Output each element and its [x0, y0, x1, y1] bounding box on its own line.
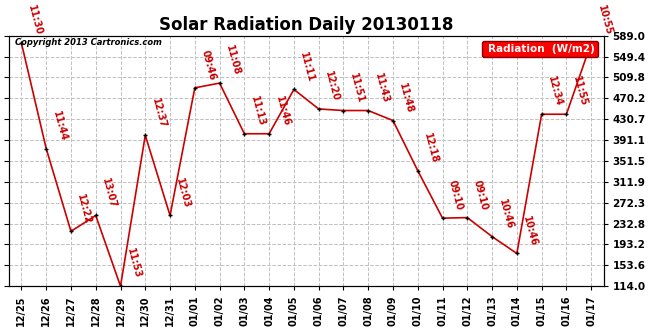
Text: 11:13: 11:13 [249, 95, 266, 127]
Text: 12:22: 12:22 [75, 192, 93, 225]
Point [16, 40, 27, 46]
Text: 12:20: 12:20 [323, 70, 341, 103]
Text: 11:53: 11:53 [125, 247, 142, 280]
Text: 11:43: 11:43 [372, 72, 391, 104]
Legend: Radiation  (W/m2): Radiation (W/m2) [482, 41, 599, 57]
Text: 09:10: 09:10 [472, 179, 489, 211]
Text: 11:48: 11:48 [397, 82, 415, 114]
Text: Copyright 2013 Cartronics.com: Copyright 2013 Cartronics.com [15, 38, 162, 47]
Point [239, 131, 250, 136]
Point [561, 112, 571, 117]
Title: Solar Radiation Daily 20130118: Solar Radiation Daily 20130118 [159, 16, 454, 34]
Text: 11:51: 11:51 [348, 72, 365, 104]
Text: 10:55: 10:55 [595, 4, 614, 37]
Text: 11:55: 11:55 [571, 75, 588, 108]
Point [140, 133, 150, 138]
Text: 10:46: 10:46 [497, 198, 514, 230]
Point [190, 85, 200, 90]
Text: 10:46: 10:46 [521, 214, 539, 247]
Text: 12:37: 12:37 [150, 96, 168, 129]
Point [338, 108, 348, 113]
Text: 11:30: 11:30 [26, 4, 44, 37]
Point [536, 112, 547, 117]
Point [413, 168, 423, 173]
Text: 09:46: 09:46 [200, 49, 217, 82]
Text: 13:07: 13:07 [100, 177, 118, 209]
Point [437, 215, 448, 221]
Point [388, 118, 398, 123]
Point [462, 215, 473, 220]
Point [586, 40, 596, 46]
Text: 12:34: 12:34 [546, 75, 564, 108]
Point [487, 234, 497, 239]
Point [41, 146, 51, 151]
Point [264, 131, 274, 136]
Point [90, 213, 101, 218]
Point [66, 229, 76, 234]
Point [289, 87, 299, 92]
Point [363, 108, 373, 113]
Text: 11:44: 11:44 [51, 110, 68, 142]
Text: 11:46: 11:46 [274, 95, 291, 127]
Point [512, 251, 522, 256]
Point [115, 283, 125, 289]
Point [313, 106, 324, 112]
Text: 12:03: 12:03 [174, 177, 192, 209]
Text: 11:11: 11:11 [298, 50, 316, 83]
Point [214, 81, 225, 86]
Point [165, 213, 176, 218]
Text: 11:08: 11:08 [224, 44, 242, 77]
Text: 09:10: 09:10 [447, 179, 465, 212]
Text: 12:18: 12:18 [422, 132, 440, 164]
